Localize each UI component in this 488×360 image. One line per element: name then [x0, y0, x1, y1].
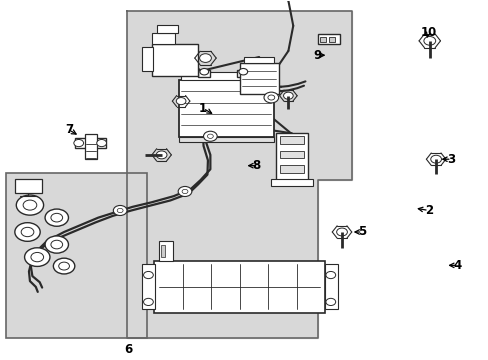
- Circle shape: [15, 223, 40, 241]
- Bar: [280, 136, 304, 144]
- Bar: [271, 179, 312, 186]
- Circle shape: [239, 68, 247, 75]
- Circle shape: [21, 227, 34, 237]
- Text: 3: 3: [447, 153, 455, 166]
- Bar: [280, 165, 304, 173]
- Circle shape: [97, 139, 106, 147]
- Circle shape: [207, 134, 213, 138]
- Text: 4: 4: [452, 259, 461, 272]
- Circle shape: [199, 54, 211, 62]
- Bar: [5, 173, 147, 338]
- Circle shape: [182, 189, 187, 194]
- Bar: [154, 261, 325, 313]
- Polygon shape: [127, 12, 351, 338]
- Bar: [239, 63, 278, 94]
- Circle shape: [51, 240, 62, 249]
- Bar: [160, 244, 164, 257]
- Text: 2: 2: [424, 204, 432, 217]
- Circle shape: [203, 131, 217, 141]
- Bar: [142, 264, 155, 309]
- Circle shape: [113, 206, 127, 216]
- Circle shape: [325, 271, 335, 279]
- Circle shape: [117, 208, 123, 213]
- Circle shape: [423, 36, 435, 45]
- Bar: [178, 137, 273, 142]
- Circle shape: [176, 98, 185, 105]
- Circle shape: [45, 236, 68, 253]
- Bar: [142, 47, 153, 71]
- Circle shape: [143, 271, 153, 279]
- Bar: [198, 70, 210, 77]
- Circle shape: [264, 92, 278, 103]
- Circle shape: [31, 252, 43, 262]
- Circle shape: [23, 200, 37, 210]
- Circle shape: [200, 68, 208, 75]
- Text: 8: 8: [252, 159, 260, 172]
- Bar: [320, 37, 325, 41]
- Circle shape: [336, 228, 346, 236]
- Circle shape: [283, 92, 293, 99]
- Bar: [317, 34, 339, 44]
- Bar: [85, 134, 97, 159]
- Bar: [15, 179, 42, 193]
- Text: 9: 9: [313, 49, 321, 62]
- Circle shape: [267, 95, 274, 100]
- Bar: [181, 72, 271, 80]
- Circle shape: [51, 213, 62, 222]
- Circle shape: [59, 262, 69, 270]
- Bar: [237, 70, 249, 77]
- Circle shape: [53, 258, 75, 274]
- Circle shape: [74, 139, 83, 147]
- Circle shape: [24, 248, 50, 266]
- Bar: [280, 150, 304, 158]
- Bar: [244, 57, 273, 63]
- Text: 10: 10: [420, 26, 436, 39]
- Bar: [75, 138, 105, 148]
- Bar: [157, 25, 177, 33]
- Text: 7: 7: [65, 123, 73, 136]
- Text: 1: 1: [199, 102, 207, 115]
- Bar: [276, 134, 307, 180]
- Circle shape: [178, 186, 191, 197]
- Text: 6: 6: [124, 343, 132, 356]
- Bar: [178, 80, 273, 137]
- Circle shape: [143, 298, 153, 306]
- Bar: [159, 241, 172, 261]
- Bar: [328, 37, 334, 41]
- Bar: [325, 264, 337, 309]
- Bar: [152, 33, 175, 44]
- Circle shape: [325, 298, 335, 306]
- Text: 5: 5: [358, 225, 366, 238]
- Circle shape: [430, 155, 441, 163]
- Circle shape: [156, 151, 166, 159]
- Bar: [152, 44, 198, 76]
- Circle shape: [16, 195, 43, 215]
- Circle shape: [45, 209, 68, 226]
